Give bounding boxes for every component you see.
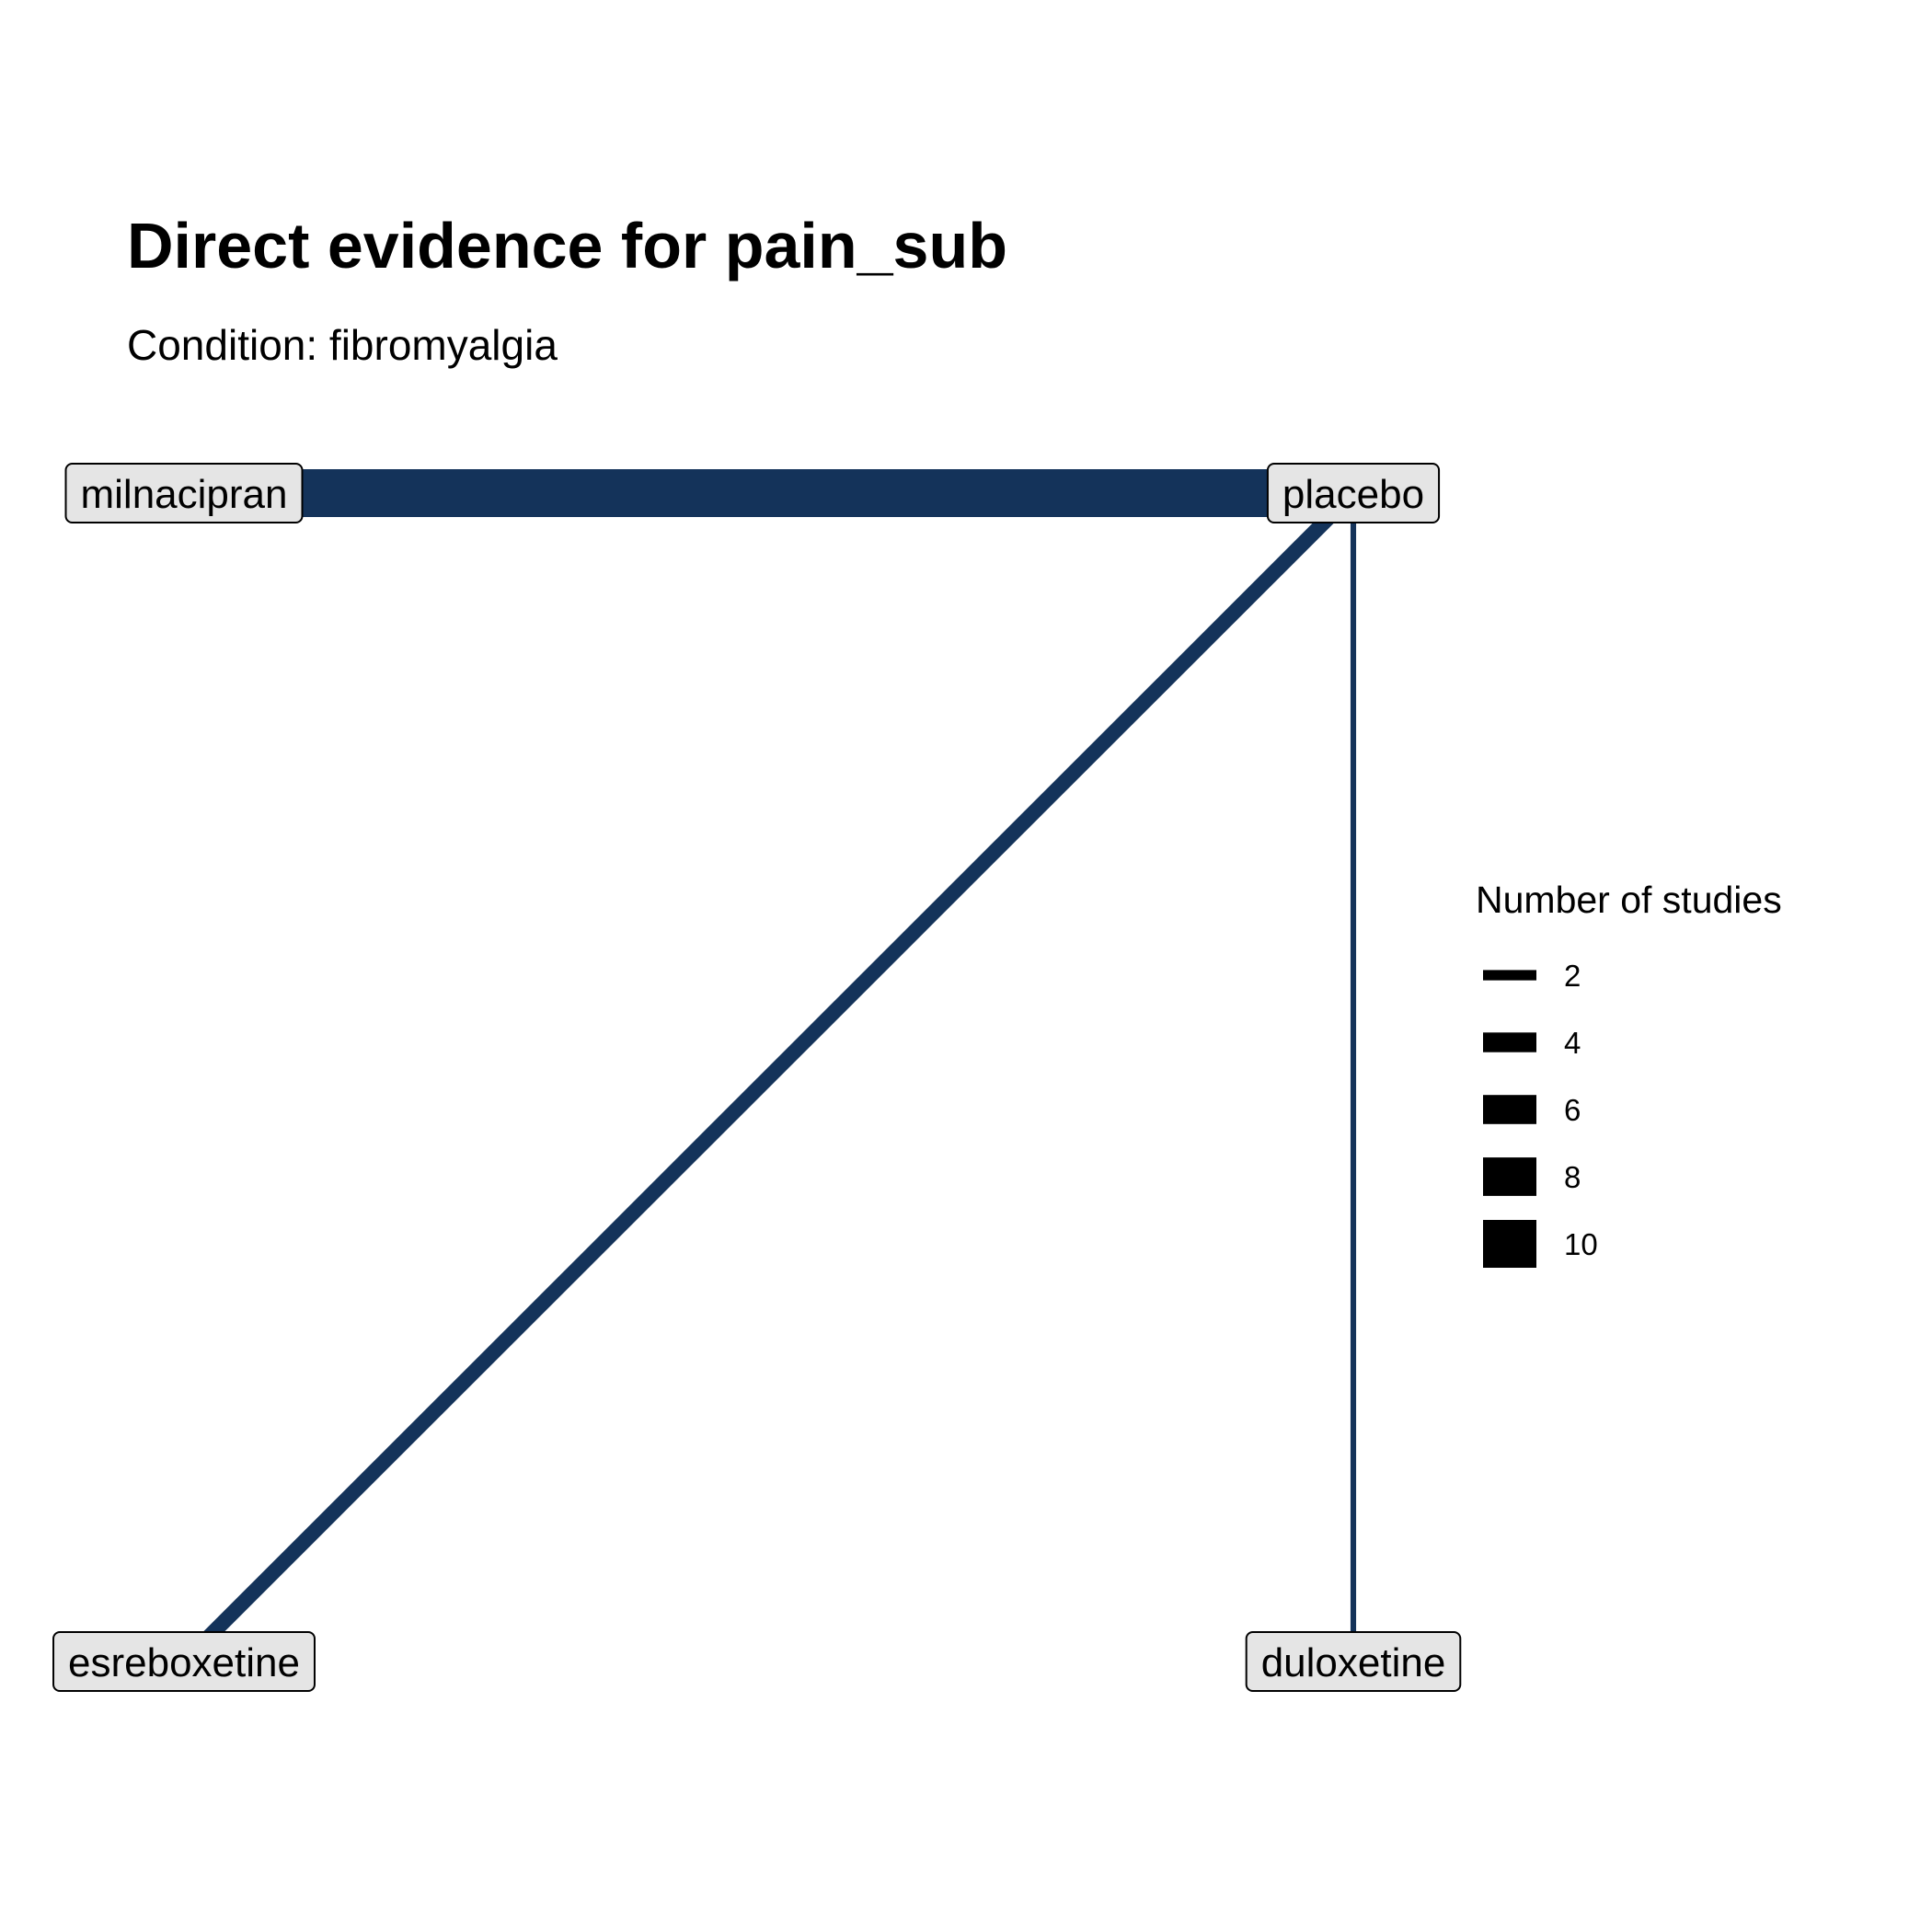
- legend-label-10: 10: [1564, 1227, 1598, 1261]
- legend-title: Number of studies: [1476, 879, 1782, 921]
- legend-key-10: [1483, 1220, 1536, 1268]
- legend-key-6: [1483, 1095, 1536, 1124]
- node-label: esreboxetine: [68, 1640, 300, 1685]
- legend-key-4: [1483, 1032, 1536, 1052]
- node-esreboxetine: esreboxetine: [52, 1631, 316, 1692]
- legend-key-2: [1483, 970, 1536, 981]
- node-duloxetine: duloxetine: [1245, 1631, 1462, 1692]
- legend-key-8: [1483, 1157, 1536, 1196]
- legend-label-2: 2: [1564, 959, 1581, 993]
- chart-title: Direct evidence for pain_sub: [127, 210, 1007, 282]
- node-label: milnacipran: [81, 472, 288, 517]
- node-box: [64, 463, 304, 523]
- node-label: placebo: [1282, 472, 1424, 517]
- node-milnacipran: milnacipran: [64, 463, 304, 523]
- legend-label-4: 4: [1564, 1026, 1581, 1060]
- node-box: [1245, 1631, 1462, 1692]
- edge-placebo-esreboxetine: [178, 488, 1359, 1667]
- node-placebo: placebo: [1266, 463, 1441, 523]
- node-box: [52, 1631, 316, 1692]
- legend: Number of studies 2 4 6 8 10: [1476, 879, 1782, 1268]
- node-label: duloxetine: [1261, 1640, 1446, 1685]
- legend-label-6: 6: [1564, 1093, 1581, 1127]
- node-box: [1266, 463, 1441, 523]
- nodes-layer: milnacipran placebo esreboxetine duloxetine: [52, 463, 1462, 1692]
- edges-layer: [178, 469, 1359, 1667]
- chart-subtitle: Condition: fibromyalgia: [127, 321, 558, 369]
- legend-label-8: 8: [1564, 1160, 1581, 1194]
